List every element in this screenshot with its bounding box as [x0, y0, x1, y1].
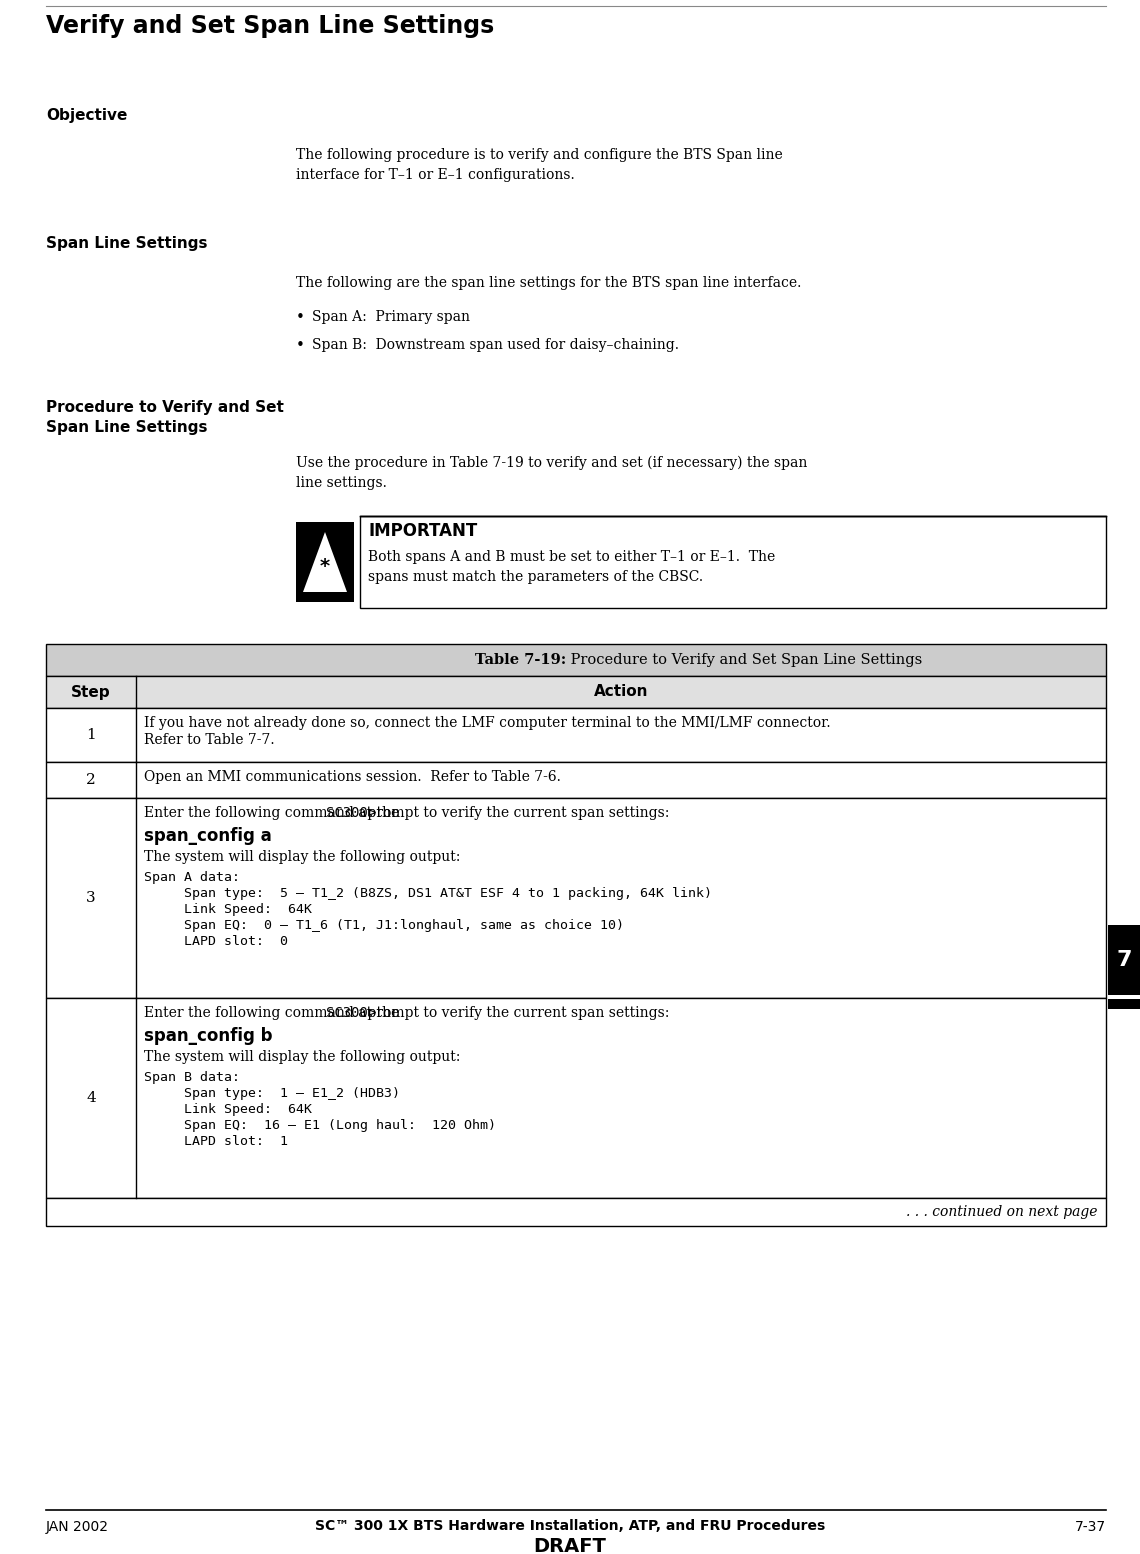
Text: Step: Step	[71, 684, 111, 699]
Text: The following procedure is to verify and configure the BTS Span line: The following procedure is to verify and…	[296, 148, 783, 162]
Bar	[46, 799, 1106, 998]
Text: Open an MMI communications session.  Refer to Table 7-6.: Open an MMI communications session. Refe…	[144, 769, 561, 785]
Text: Span B:  Downstream span used for daisy–chaining.: Span B: Downstream span used for daisy–c…	[312, 339, 679, 353]
Text: Span Line Settings: Span Line Settings	[46, 420, 207, 435]
Text: 1: 1	[87, 727, 96, 741]
Text: 3: 3	[87, 890, 96, 904]
Text: Span type:  5 – T1_2 (B8ZS, DS1 AT&T ESF 4 to 1 packing, 64K link): Span type: 5 – T1_2 (B8ZS, DS1 AT&T ESF …	[144, 887, 712, 900]
Text: Enter the following command at the: Enter the following command at the	[144, 1005, 404, 1019]
Bar	[46, 709, 1106, 761]
Text: Span A data:: Span A data:	[144, 870, 241, 884]
Text: The system will display the following output:: The system will display the following ou…	[144, 850, 461, 864]
Text: Link Speed:  64K: Link Speed: 64K	[144, 903, 312, 915]
Text: Enter the following command at the: Enter the following command at the	[144, 807, 404, 821]
Bar	[46, 1198, 1106, 1226]
Bar	[1108, 999, 1140, 1009]
Text: 7-37: 7-37	[1075, 1520, 1106, 1534]
Text: SC™ 300 1X BTS Hardware Installation, ATP, and FRU Procedures: SC™ 300 1X BTS Hardware Installation, AT…	[315, 1518, 825, 1532]
Text: SC300>: SC300>	[326, 807, 376, 821]
Text: Span Line Settings: Span Line Settings	[46, 236, 207, 252]
Text: If you have not already done so, connect the LMF computer terminal to the MMI/LM: If you have not already done so, connect…	[144, 716, 831, 730]
Text: LAPD slot:  1: LAPD slot: 1	[144, 1134, 288, 1148]
Text: span_config b: span_config b	[144, 1027, 272, 1044]
Text: •: •	[296, 339, 304, 353]
Text: •: •	[296, 309, 304, 325]
Bar	[46, 761, 1106, 799]
Text: span_config a: span_config a	[144, 827, 271, 845]
Text: Table 7-19:: Table 7-19:	[474, 653, 565, 667]
Text: Both spans A and B must be set to either T–1 or E–1.  The: Both spans A and B must be set to either…	[368, 550, 775, 564]
Text: Objective: Objective	[46, 107, 128, 123]
Text: Link Speed:  64K: Link Speed: 64K	[144, 1103, 312, 1116]
Text: spans must match the parameters of the CBSC.: spans must match the parameters of the C…	[368, 570, 703, 584]
Text: Span A:  Primary span: Span A: Primary span	[312, 309, 470, 323]
Text: 4: 4	[87, 1091, 96, 1105]
Text: LAPD slot:  0: LAPD slot: 0	[144, 936, 288, 948]
Bar	[1108, 925, 1140, 995]
Text: The following are the span line settings for the BTS span line interface.: The following are the span line settings…	[296, 277, 801, 291]
Bar	[296, 522, 355, 601]
Text: *: *	[320, 558, 331, 577]
Text: Span B data:: Span B data:	[144, 1071, 241, 1085]
Text: prompt to verify the current span settings:: prompt to verify the current span settin…	[364, 807, 669, 821]
Text: Span EQ:  16 – E1 (Long haul:  120 Ohm): Span EQ: 16 – E1 (Long haul: 120 Ohm)	[144, 1119, 496, 1131]
Text: JAN 2002: JAN 2002	[46, 1520, 109, 1534]
Polygon shape	[303, 531, 347, 592]
Text: IMPORTANT: IMPORTANT	[368, 522, 478, 539]
Bar	[46, 643, 1106, 676]
Text: The system will display the following output:: The system will display the following ou…	[144, 1051, 461, 1064]
Text: interface for T–1 or E–1 configurations.: interface for T–1 or E–1 configurations.	[296, 168, 575, 182]
Text: . . . continued on next page: . . . continued on next page	[906, 1204, 1098, 1218]
Text: Procedure to Verify and Set: Procedure to Verify and Set	[46, 399, 284, 415]
Text: Span type:  1 – E1_2 (HDB3): Span type: 1 – E1_2 (HDB3)	[144, 1086, 400, 1100]
Text: Procedure to Verify and Set Span Line Settings: Procedure to Verify and Set Span Line Se…	[565, 653, 922, 667]
Text: 7: 7	[1116, 949, 1132, 970]
Text: Action: Action	[594, 684, 649, 699]
Text: 2: 2	[87, 772, 96, 786]
Text: prompt to verify the current span settings:: prompt to verify the current span settin…	[364, 1005, 669, 1019]
Text: Use the procedure in Table 7-19 to verify and set (if necessary) the span: Use the procedure in Table 7-19 to verif…	[296, 455, 807, 471]
Bar	[46, 676, 1106, 709]
Text: DRAFT: DRAFT	[534, 1537, 606, 1554]
Text: Verify and Set Span Line Settings: Verify and Set Span Line Settings	[46, 14, 495, 37]
Text: Refer to Table 7-7.: Refer to Table 7-7.	[144, 733, 275, 747]
Bar	[360, 516, 1106, 608]
Bar	[46, 998, 1106, 1198]
Text: line settings.: line settings.	[296, 476, 386, 490]
Text: Span EQ:  0 – T1_6 (T1, J1:longhaul, same as choice 10): Span EQ: 0 – T1_6 (T1, J1:longhaul, same…	[144, 918, 624, 932]
Text: SC300>: SC300>	[326, 1005, 376, 1019]
